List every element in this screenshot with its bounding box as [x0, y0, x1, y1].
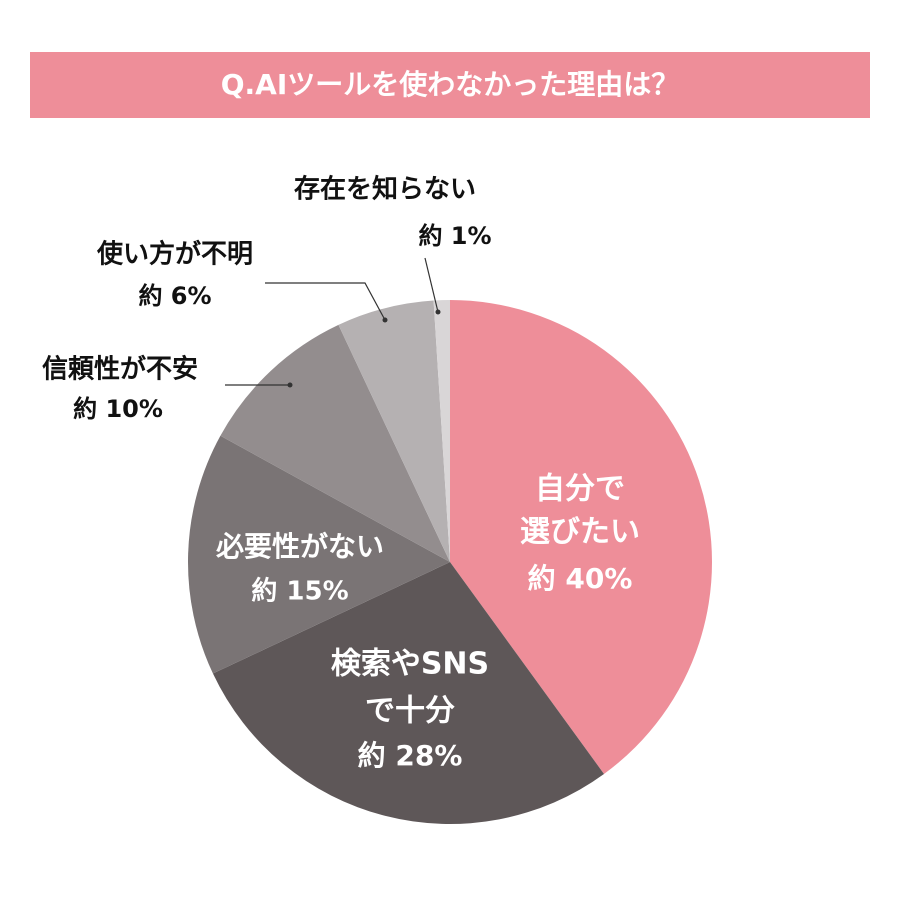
leader-line: [424, 257, 439, 313]
leader-dot: [382, 317, 388, 323]
value-label: 約 6%: [138, 282, 211, 310]
pie-slice: [338, 300, 450, 562]
slice-label: 信頼性が不安: [42, 354, 198, 385]
slice-label: で十分: [365, 694, 455, 729]
value-label: 約 40%: [528, 562, 633, 595]
slice-label: 使い方が不明: [96, 239, 253, 270]
pie-slice: [220, 324, 450, 562]
slice-label: 自分で: [535, 472, 625, 507]
pie-slice: [188, 435, 450, 674]
pie-slice: [212, 562, 604, 825]
value-label: 約 28%: [358, 739, 463, 772]
title-bar: [30, 52, 870, 118]
leader-line: [265, 282, 386, 321]
leader-dot: [287, 382, 293, 388]
value-label: 約 1%: [418, 222, 491, 250]
slice-label: 必要性がない: [216, 530, 384, 563]
pie-slice: [433, 300, 450, 562]
slice-label: 選びたい: [520, 515, 640, 550]
slice-label: 存在を知らない: [294, 175, 476, 205]
leader-dot: [435, 309, 441, 315]
pie-slice: [450, 300, 713, 774]
chart-title: Q.AIツールを使わなかった理由は？: [221, 68, 680, 101]
value-label: 約 10%: [73, 395, 163, 423]
value-label: 約 15%: [251, 576, 348, 607]
slice-label: 検索やSNS: [331, 647, 489, 682]
